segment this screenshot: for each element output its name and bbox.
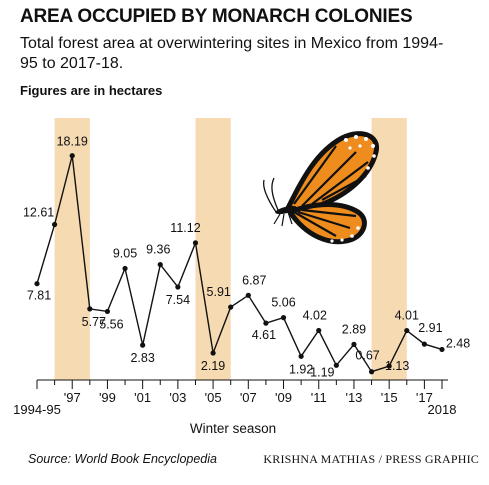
data-point-13 [263, 320, 269, 326]
data-point-19 [368, 369, 375, 375]
data-label-15: 1.92 [289, 362, 313, 376]
data-point-11 [228, 304, 234, 310]
data-point-1 [52, 221, 58, 228]
data-point-21 [404, 327, 410, 334]
data-label-9: 11.12 [170, 221, 200, 235]
data-label-21: 4.01 [395, 309, 419, 323]
data-point-5 [122, 265, 128, 272]
data-label-13: 4.61 [252, 328, 276, 342]
data-label-19: 0.67 [355, 349, 379, 363]
data-labels: 7.81 12.61 18.19 5.775.56 9.05 2.83 9.36 7.54 11… [23, 135, 470, 380]
shaded-bands [54, 118, 407, 380]
data-label-12: 6.87 [242, 273, 266, 287]
x-tick-label-3: '01 [134, 390, 151, 405]
shaded-band-2 [195, 118, 231, 380]
units-note: Figures are in hectares [20, 83, 163, 98]
data-label-6: 2.83 [130, 351, 154, 365]
data-point-7 [157, 261, 163, 268]
data-label-1: 12.61 [23, 206, 54, 220]
data-label-23: 2.48 [446, 336, 470, 350]
data-point-14 [280, 315, 287, 321]
shaded-band-3 [371, 118, 407, 380]
x-axis [36, 379, 448, 389]
page-subtitle: Total forest area at overwintering sites… [20, 35, 444, 72]
x-tick-labels: 1994-95'97 '99 '01 '03 '05 '07 '09 '11 '13 '15 '17… [13, 390, 456, 417]
x-tick-label-2: '99 [99, 390, 116, 405]
x-tick-label-1: '97 [64, 390, 81, 405]
data-label-0: 7.81 [27, 289, 51, 303]
data-point-2 [69, 153, 75, 159]
x-tick-label-10: '15 [381, 390, 398, 405]
monarch-butterfly-illustration [262, 131, 379, 245]
data-label-14: 5.06 [271, 296, 295, 310]
data-label-11: 5.91 [207, 285, 231, 299]
data-point-9 [192, 240, 199, 246]
x-tick-label-8: '11 [311, 390, 327, 405]
x-tick-label-5: '05 [205, 390, 222, 405]
data-point-16 [316, 327, 322, 334]
data-label-22: 2.91 [418, 321, 442, 335]
series-line [36, 155, 443, 373]
data-label-8: 7.54 [166, 293, 190, 307]
x-tick-label-0: 1994-95 [13, 402, 61, 417]
data-point-8 [175, 284, 181, 290]
data-point-17 [333, 362, 339, 368]
data-label-17: 1.19 [310, 365, 334, 379]
x-tick-label-7: '09 [275, 390, 292, 405]
data-point-6 [140, 342, 146, 348]
data-label-3: 5.77 [82, 315, 106, 329]
data-point-4 [104, 308, 111, 315]
data-label-20: 1.13 [385, 359, 409, 373]
data-point-15 [298, 353, 304, 359]
data-point-0 [34, 281, 40, 287]
x-tick-label-4: '03 [169, 390, 186, 405]
data-points [34, 153, 445, 375]
data-point-3 [87, 306, 93, 312]
data-point-20 [386, 363, 392, 369]
x-tick-label-12: 2018 [428, 402, 457, 417]
data-label-10: 2.19 [201, 359, 225, 373]
data-label-18: 2.89 [342, 322, 366, 336]
data-label-7: 9.36 [146, 243, 170, 257]
data-label-5: 9.05 [113, 246, 137, 260]
data-point-23 [439, 346, 445, 353]
data-label-4: 5.56 [99, 317, 123, 331]
source-note: Source: World Book Encyclopedia [28, 452, 217, 466]
data-label-2: 18.19 [57, 135, 88, 149]
x-axis-label: Winter season [190, 421, 276, 436]
x-tick-label-9: '13 [345, 390, 362, 405]
x-tick-label-11: '17 [416, 390, 433, 405]
data-point-12 [245, 292, 251, 298]
page-title: AREA OCCUPIED BY MONARCH COLONIES [20, 6, 413, 27]
data-point-18 [351, 341, 357, 347]
graphic-credit: KRISHNA MATHIAS / PRESS GRAPHIC [263, 452, 479, 466]
data-point-22 [421, 341, 427, 347]
x-tick-label-6: '07 [240, 390, 257, 405]
data-label-16: 4.02 [303, 308, 327, 322]
data-point-10 [210, 350, 216, 356]
